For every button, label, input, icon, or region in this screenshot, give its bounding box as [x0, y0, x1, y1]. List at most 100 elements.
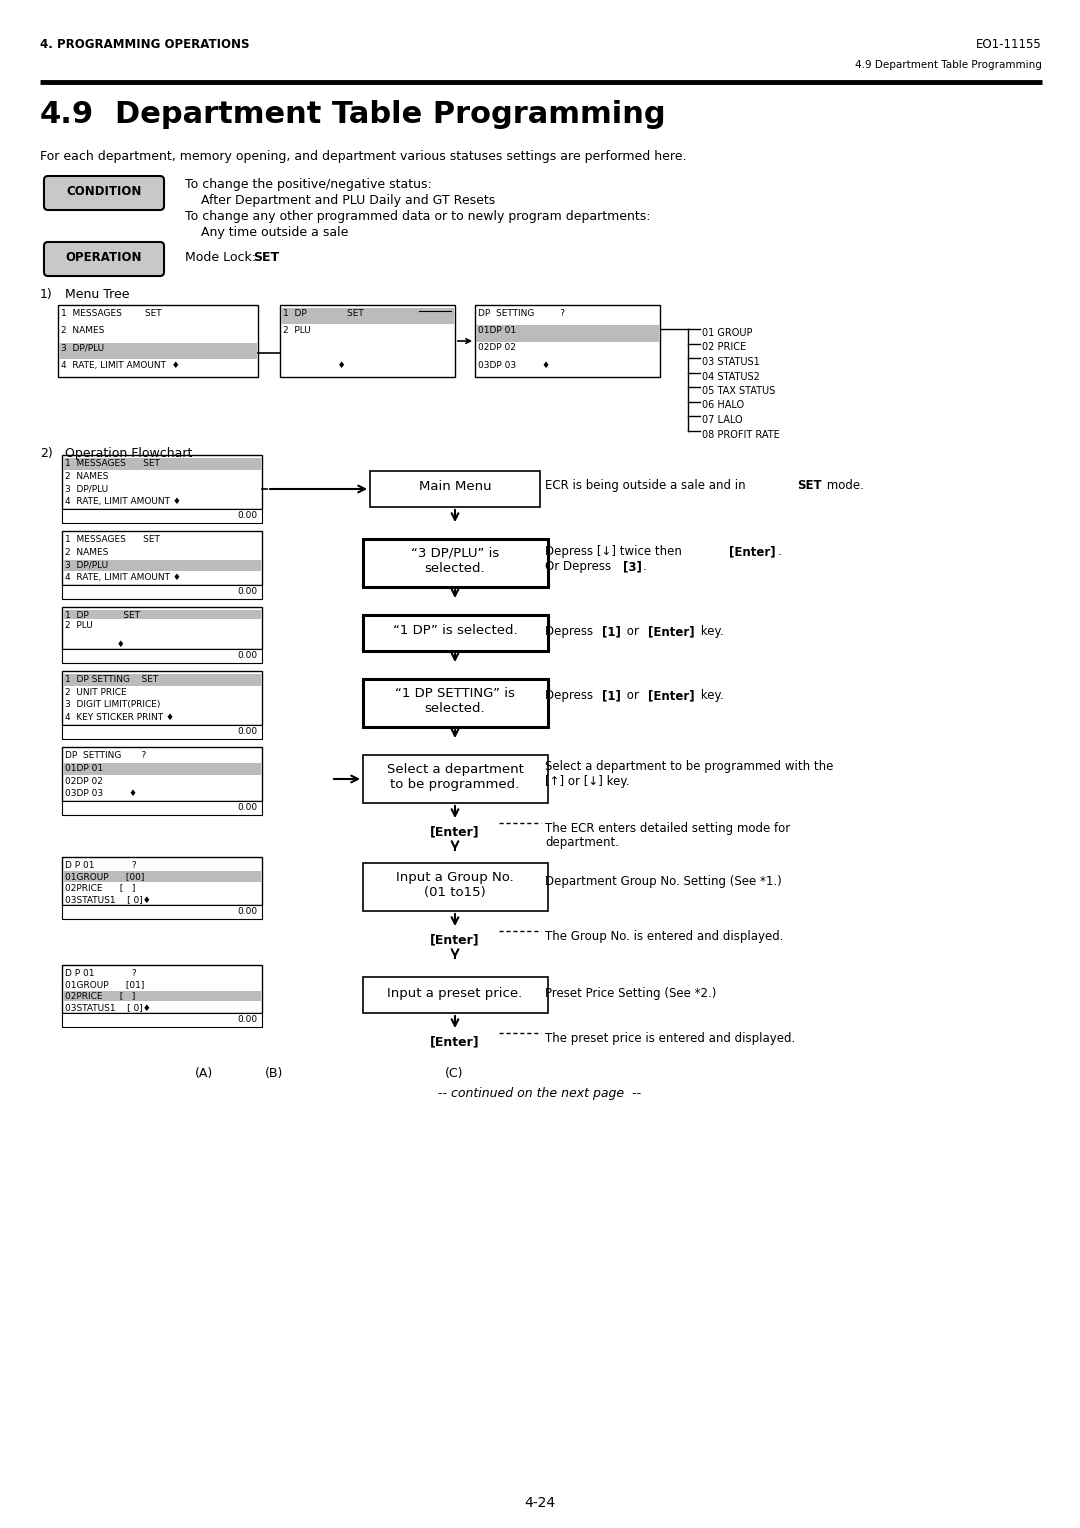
Text: SET: SET: [253, 251, 279, 264]
Text: Operation Flowchart: Operation Flowchart: [65, 448, 192, 460]
Bar: [363, 614, 548, 651]
Text: 4. PROGRAMMING OPERATIONS: 4. PROGRAMMING OPERATIONS: [40, 38, 249, 50]
Text: Mode Lock:: Mode Lock:: [185, 251, 260, 264]
Text: (01 to15): (01 to15): [424, 886, 486, 898]
Bar: [62, 649, 262, 663]
Text: 01GROUP      [00]: 01GROUP [00]: [65, 872, 145, 882]
Text: [1]: [1]: [602, 689, 621, 701]
Text: 0.00: 0.00: [238, 1015, 258, 1024]
Text: [Enter]: [Enter]: [648, 689, 694, 701]
Text: 08 PROFIT RATE: 08 PROFIT RATE: [702, 429, 780, 440]
Text: (A): (A): [195, 1067, 213, 1080]
Text: D P 01             ?: D P 01 ?: [65, 969, 137, 978]
Text: 2  PLU: 2 PLU: [65, 620, 93, 630]
Text: ♦: ♦: [283, 361, 346, 370]
Text: 01GROUP      [01]: 01GROUP [01]: [65, 981, 145, 989]
Bar: [62, 724, 262, 740]
Text: Depress: Depress: [545, 625, 597, 639]
Text: 1  MESSAGES      SET: 1 MESSAGES SET: [65, 458, 160, 468]
Text: Menu Tree: Menu Tree: [65, 287, 130, 301]
Text: [Enter]: [Enter]: [430, 825, 480, 837]
Text: 2  UNIT PRICE: 2 UNIT PRICE: [65, 688, 126, 697]
Text: SET: SET: [797, 478, 822, 492]
Bar: [363, 678, 548, 727]
Text: “3 DP/PLU” is: “3 DP/PLU” is: [410, 547, 499, 559]
Text: [Enter]: [Enter]: [430, 934, 480, 946]
Text: key.: key.: [697, 625, 724, 639]
Text: For each department, memory opening, and department various statuses settings ar: For each department, memory opening, and…: [40, 150, 687, 163]
Bar: [62, 1013, 262, 1027]
Text: Select a department: Select a department: [387, 762, 524, 776]
Text: 06 HALO: 06 HALO: [702, 400, 744, 411]
Text: 0.00: 0.00: [238, 804, 258, 811]
Text: ECR is being outside a sale and in: ECR is being outside a sale and in: [545, 478, 750, 492]
Bar: [63, 458, 261, 469]
Text: key.: key.: [697, 689, 724, 701]
Text: EO1-11155: EO1-11155: [976, 38, 1042, 50]
Text: Department Group No. Setting (See *1.): Department Group No. Setting (See *1.): [545, 876, 782, 888]
Text: 02PRICE      [   ]: 02PRICE [ ]: [65, 883, 135, 892]
Bar: [58, 306, 258, 377]
Text: [Enter]: [Enter]: [729, 545, 775, 558]
Text: mode.: mode.: [823, 478, 864, 492]
Text: department.: department.: [545, 836, 619, 850]
Text: [3]: [3]: [623, 559, 642, 573]
Text: Department Table Programming: Department Table Programming: [114, 99, 665, 128]
Text: ♦: ♦: [65, 640, 125, 649]
Text: CONDITION: CONDITION: [66, 185, 141, 199]
Text: 0.00: 0.00: [238, 908, 258, 915]
Bar: [62, 607, 262, 649]
Text: DP  SETTING         ?: DP SETTING ?: [478, 309, 565, 318]
Text: or: or: [623, 689, 643, 701]
Text: Input a preset price.: Input a preset price.: [388, 987, 523, 999]
Text: 3  DP/PLU: 3 DP/PLU: [65, 484, 108, 494]
Text: 2  NAMES: 2 NAMES: [65, 547, 108, 556]
Text: [1]: [1]: [602, 625, 621, 639]
Bar: [63, 674, 261, 686]
Text: 1  MESSAGES        SET: 1 MESSAGES SET: [60, 309, 162, 318]
Text: -- continued on the next page  --: -- continued on the next page --: [438, 1086, 642, 1100]
Text: Preset Price Setting (See *2.): Preset Price Setting (See *2.): [545, 987, 716, 999]
Text: 03DP 03         ♦: 03DP 03 ♦: [478, 361, 550, 370]
Text: selected.: selected.: [424, 701, 485, 715]
Text: 1  DP SETTING    SET: 1 DP SETTING SET: [65, 675, 159, 685]
Text: DP  SETTING       ?: DP SETTING ?: [65, 750, 146, 759]
Text: 0.00: 0.00: [238, 510, 258, 520]
Text: Or Depress: Or Depress: [545, 559, 615, 573]
Text: 04 STATUS2: 04 STATUS2: [702, 371, 760, 382]
Text: Input a Group No.: Input a Group No.: [396, 871, 514, 885]
Bar: [363, 976, 548, 1013]
Text: 02 PRICE: 02 PRICE: [702, 342, 746, 353]
Text: or: or: [623, 625, 643, 639]
Text: 0.00: 0.00: [238, 651, 258, 660]
Bar: [363, 863, 548, 911]
Text: 2  PLU: 2 PLU: [283, 327, 311, 335]
Text: D P 01             ?: D P 01 ?: [65, 860, 137, 869]
Bar: [63, 610, 261, 619]
Text: 0.00: 0.00: [238, 587, 258, 596]
Text: 07 LALO: 07 LALO: [702, 416, 743, 425]
FancyBboxPatch shape: [44, 176, 164, 209]
Bar: [63, 871, 261, 882]
Bar: [63, 559, 261, 571]
Text: 01DP 01: 01DP 01: [478, 327, 516, 335]
Bar: [62, 509, 262, 523]
Text: (C): (C): [445, 1067, 463, 1080]
Bar: [475, 306, 660, 377]
Text: 05 TAX STATUS: 05 TAX STATUS: [702, 387, 775, 396]
Text: 01DP 01: 01DP 01: [65, 764, 103, 773]
Text: selected.: selected.: [424, 562, 485, 575]
Text: [Enter]: [Enter]: [648, 625, 694, 639]
Text: The Group No. is entered and displayed.: The Group No. is entered and displayed.: [545, 931, 783, 943]
Text: 2): 2): [40, 448, 53, 460]
Text: To change any other programmed data or to newly program departments:: To change any other programmed data or t…: [185, 209, 650, 223]
Bar: [280, 306, 455, 377]
Bar: [476, 325, 659, 341]
Bar: [63, 990, 261, 1001]
Text: 02DP 02: 02DP 02: [478, 344, 516, 353]
Bar: [363, 755, 548, 804]
Text: Depress [↓] twice then: Depress [↓] twice then: [545, 545, 686, 558]
Text: 1  MESSAGES      SET: 1 MESSAGES SET: [65, 535, 160, 544]
Bar: [62, 747, 262, 801]
Text: 02DP 02: 02DP 02: [65, 776, 103, 785]
